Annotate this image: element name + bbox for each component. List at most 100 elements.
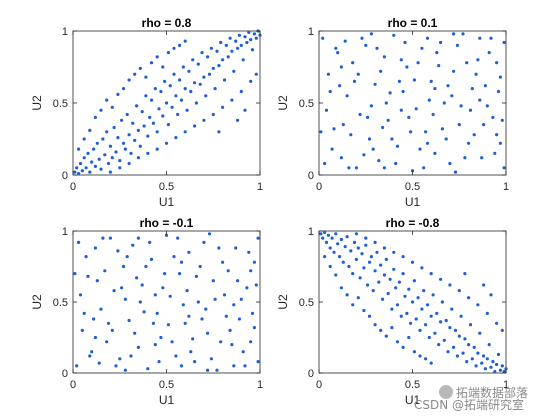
data-point [178,43,182,48]
data-point [427,335,431,340]
subplot-title: rho = 0.8 [142,16,192,30]
data-point [146,367,150,371]
data-point [84,166,88,170]
data-point [474,364,478,368]
data-point [93,335,97,340]
data-point [97,361,101,365]
data-point [252,260,256,264]
data-point [222,78,227,82]
data-point [377,280,381,284]
data-point [136,156,140,160]
data-point [168,294,172,298]
data-point [123,147,127,151]
data-point [435,51,439,55]
data-point [206,331,210,335]
data-point [352,79,357,83]
data-point [395,340,400,344]
data-point [106,161,111,166]
data-point [217,246,221,250]
data-point [144,94,148,98]
data-point [230,343,234,347]
data-point [386,118,390,122]
watermark: 拓端数据部落 CSDN @拓端研究室 [414,385,528,412]
data-point [249,79,253,83]
y-tick-label: 0 [62,170,68,182]
data-point [136,345,140,349]
data-point [323,161,327,166]
data-point [127,78,131,82]
data-point [416,61,420,65]
data-point [321,36,325,40]
data-point [191,337,195,341]
data-point [219,340,223,344]
data-point [90,350,94,354]
data-point [381,125,385,130]
data-point [362,266,366,270]
data-point [414,317,418,321]
data-point [193,81,197,85]
data-point [200,317,204,321]
data-point [118,357,122,361]
data-point [215,49,219,53]
data-point [496,89,501,94]
data-point [221,260,225,264]
data-point [345,293,349,297]
data-point [356,246,360,250]
data-point [364,43,368,48]
data-point [95,279,99,283]
data-point [498,368,502,372]
data-point [410,300,415,304]
data-point [163,79,167,83]
subplot-1: 00 0.5 0.5 1 1 rho = 0.8 U1 U2 [30,16,263,209]
data-point [366,283,370,287]
data-point [93,246,97,250]
y-tick-label: 0 [308,368,314,380]
data-point [338,84,342,88]
subplot-title: rho = 0.1 [388,16,438,30]
data-point [183,130,187,134]
data-point [138,300,142,304]
data-point [416,296,420,300]
data-point [166,51,170,55]
data-point [381,297,385,301]
subplot-title: rho = -0.1 [140,216,194,230]
data-point [395,144,400,148]
data-point [219,40,223,45]
data-point [215,368,219,372]
x-tick-label: 1 [257,181,263,193]
data-point [349,249,353,253]
data-point [217,64,221,68]
data-point [157,360,161,364]
data-point [470,357,474,361]
data-point [140,283,144,287]
data-point [439,277,443,281]
data-point [358,112,362,117]
data-point [224,43,228,48]
data-point [485,311,489,315]
data-point [99,307,103,311]
data-point [418,354,422,358]
x-axis-label: U1 [159,393,175,407]
data-point [478,98,482,102]
data-point [463,337,467,341]
data-point [448,161,452,166]
data-point [164,141,169,145]
data-point [339,286,343,290]
data-point [250,48,255,52]
data-point [149,98,154,102]
data-point [178,272,182,276]
data-point [459,104,463,108]
data-point [202,75,206,79]
data-point [485,104,489,108]
data-point [472,345,476,349]
data-point [459,314,463,318]
data-point [241,350,245,354]
data-point [166,323,170,327]
data-point [125,255,129,259]
data-point [181,65,185,69]
data-point [425,303,430,307]
data-point [472,133,476,137]
x-tick-label: 1 [503,181,509,193]
data-point [213,87,217,91]
data-point [159,89,163,94]
